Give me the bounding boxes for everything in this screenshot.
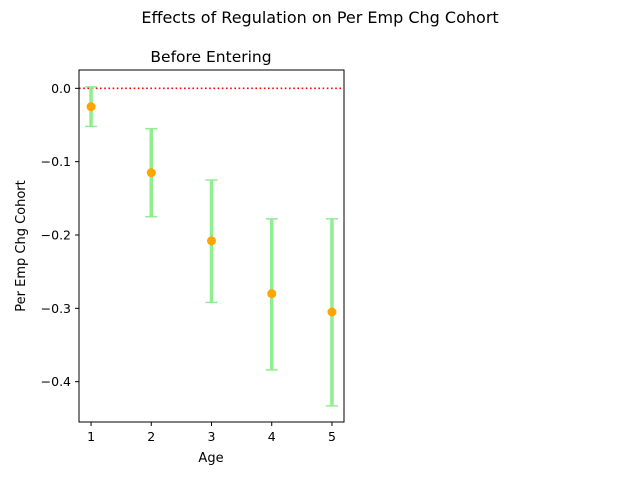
y-tick-label-3: −0.3 bbox=[41, 301, 71, 316]
plot-area: 1 2 3 4 5 0.0 −0.1 −0.2 −0.3 −0.4 bbox=[41, 69, 345, 444]
chart-title: Before Entering bbox=[150, 48, 271, 66]
y-axis-label: Per Emp Chg Cohort bbox=[14, 180, 29, 311]
y-tick-label-4: −0.4 bbox=[41, 374, 71, 389]
y-tick-label-0: 0.0 bbox=[51, 81, 71, 96]
x-tick-label-4: 4 bbox=[268, 429, 276, 444]
figure-title: Effects of Regulation on Per Emp Chg Coh… bbox=[141, 8, 498, 27]
x-tick-label-5: 5 bbox=[328, 429, 336, 444]
x-tick-label-2: 2 bbox=[147, 429, 155, 444]
data-point-1 bbox=[86, 102, 96, 112]
y-tick-label-2: −0.2 bbox=[41, 228, 71, 243]
data-point-5 bbox=[327, 307, 337, 317]
data-point-4 bbox=[267, 289, 277, 299]
data-point-3 bbox=[207, 236, 216, 246]
x-axis-label: Age bbox=[198, 451, 223, 466]
data-point-2 bbox=[146, 168, 156, 178]
x-tick-label-3: 3 bbox=[208, 429, 216, 444]
x-tick-label-1: 1 bbox=[87, 429, 95, 444]
y-tick-label-1: −0.1 bbox=[41, 154, 71, 169]
